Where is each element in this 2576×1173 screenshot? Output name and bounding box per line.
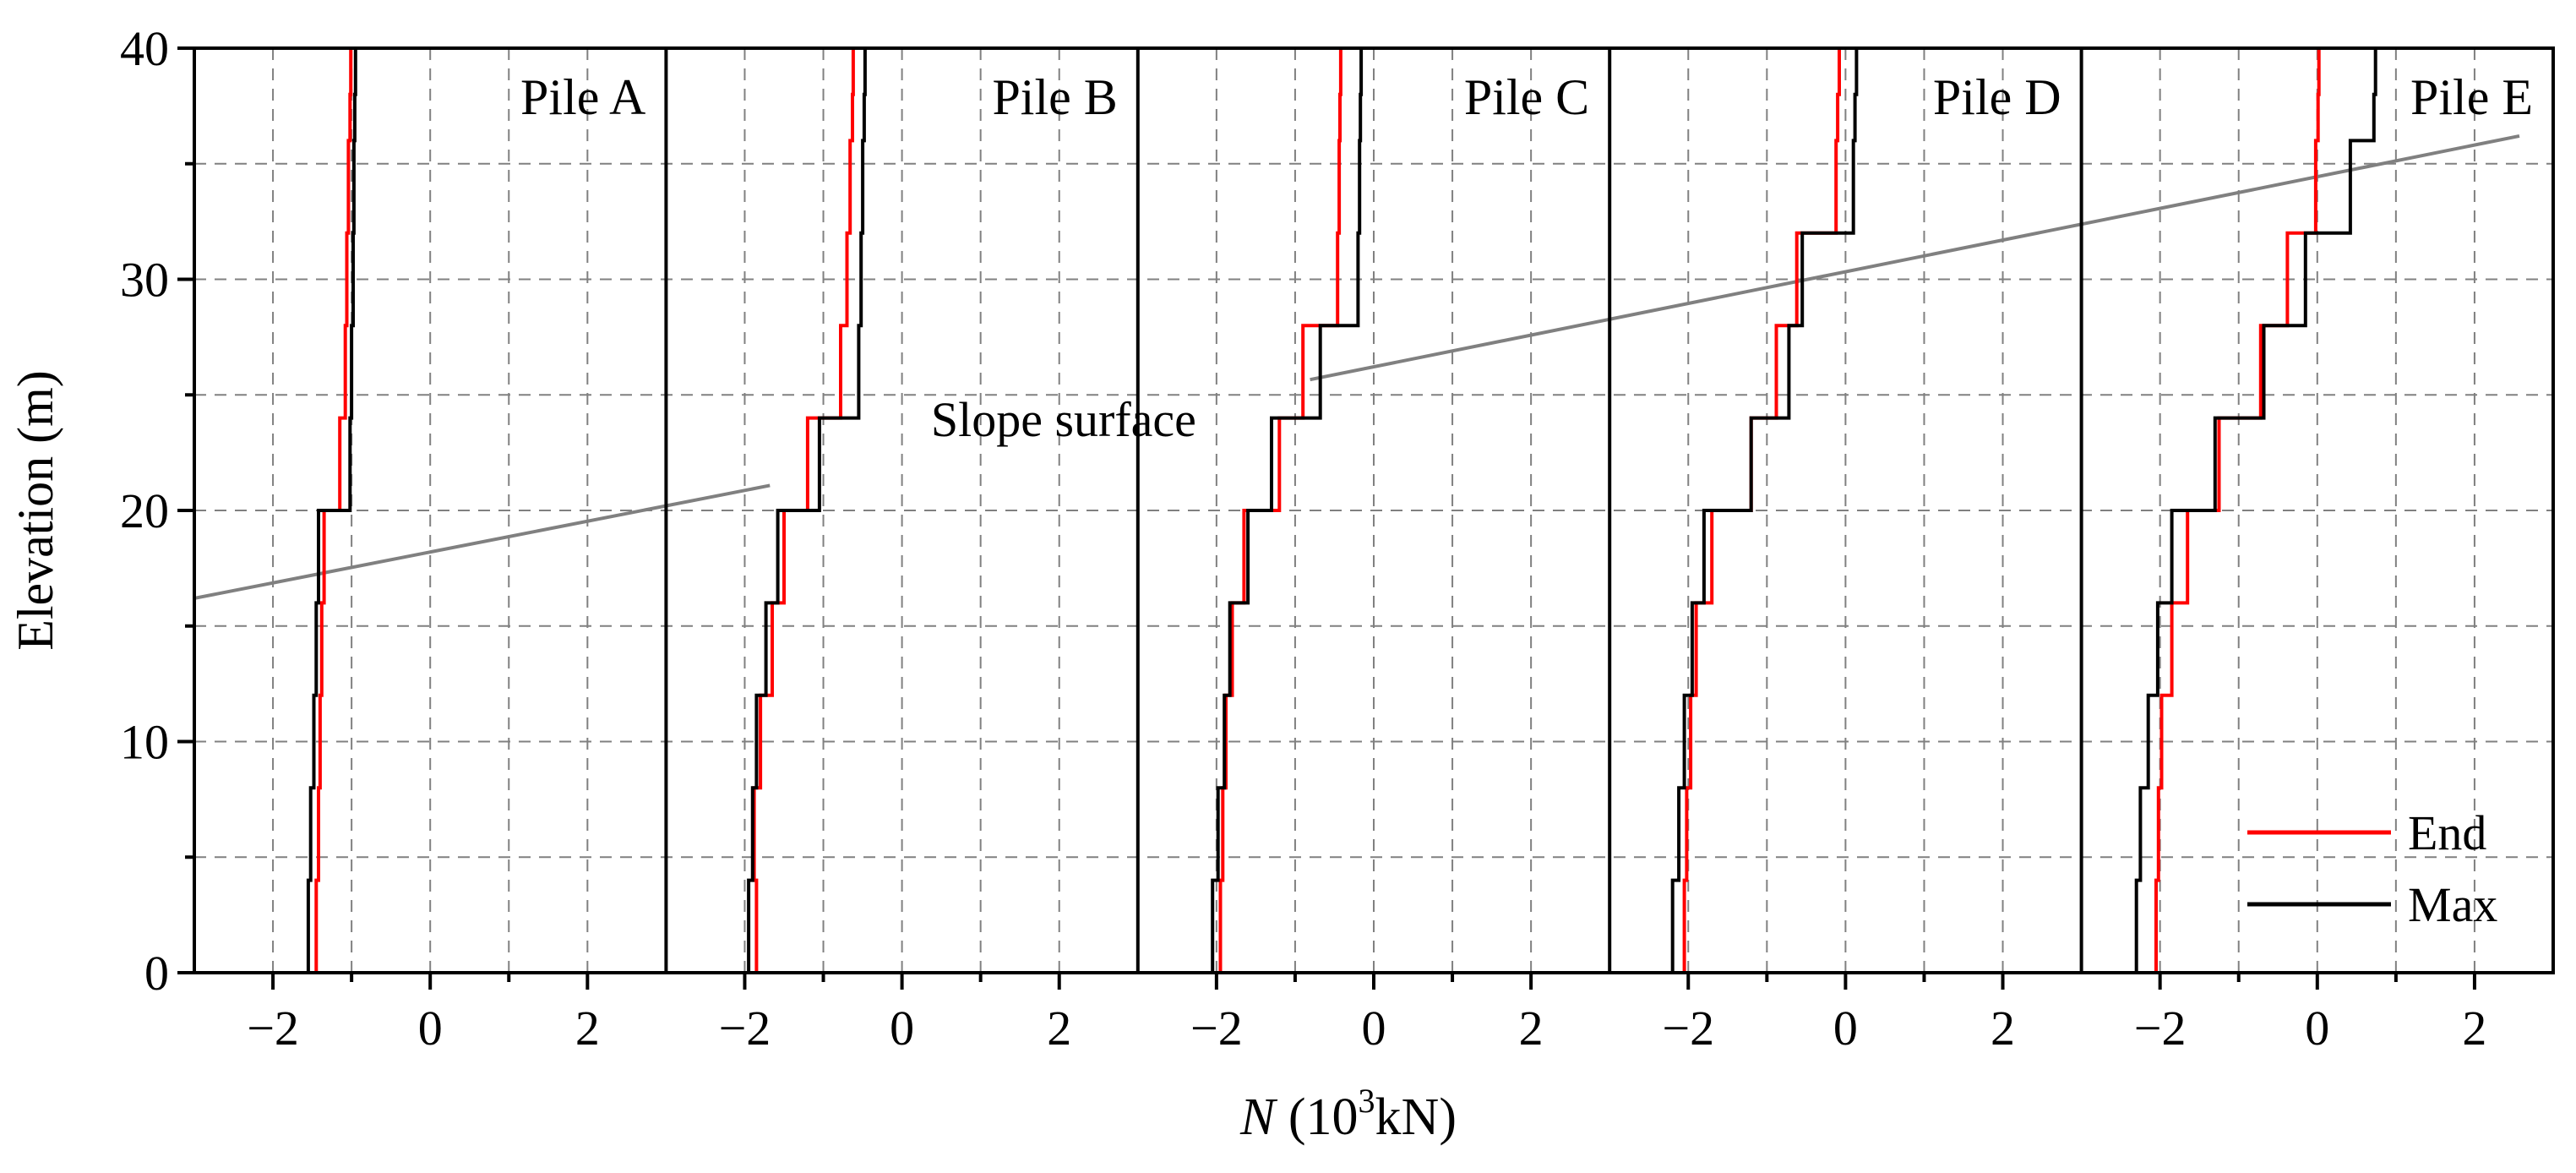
x-tick-label: 2: [1047, 1001, 1071, 1056]
series-max-pile-d: [1670, 48, 1859, 973]
panel-title: Pile E: [2410, 69, 2533, 125]
text: Slope surface Pile A Pile B Pile C Pile D Pil…: [8, 21, 2533, 1146]
slope-surface: [193, 134, 2520, 600]
x-axis-unit-exponent: 3: [1359, 1082, 1375, 1120]
series-end-pile-e: [2154, 48, 2321, 973]
x-tick-label: 0: [2305, 1001, 2329, 1056]
x-axis-variable: N: [1239, 1088, 1278, 1146]
x-axis-label: N (103kN): [1239, 1082, 1457, 1146]
x-tick-label: −2: [1662, 1001, 1714, 1056]
series-end-pile-a: [314, 48, 353, 973]
x-tick-label: −2: [2134, 1001, 2187, 1056]
x-tick-label: 0: [1362, 1001, 1386, 1056]
x-tick-label: 0: [418, 1001, 443, 1056]
y-tick-label: 30: [120, 253, 169, 308]
x-tick-label: 2: [575, 1001, 600, 1056]
y-tick-label: 10: [120, 715, 169, 770]
x-tick-label: −2: [1190, 1001, 1243, 1056]
x-axis-unit-suffix: kN): [1375, 1088, 1457, 1146]
x-tick-label: 2: [1519, 1001, 1544, 1056]
series-max-pile-c: [1211, 48, 1364, 973]
series: [306, 48, 2377, 973]
x-tick-label: 0: [890, 1001, 914, 1056]
x-tick-label: 0: [1833, 1001, 1858, 1056]
x-axis-unit-prefix: (10: [1275, 1088, 1358, 1146]
panel-title: Pile C: [1464, 69, 1589, 125]
grid: [194, 48, 2553, 973]
y-tick-label: 20: [120, 483, 169, 538]
slope-surface-line: [1310, 134, 2520, 382]
panel-title: Pile A: [520, 69, 645, 125]
frame: [177, 46, 2555, 990]
slope-surface-line: [193, 483, 771, 600]
panel-title: Pile D: [1933, 69, 2061, 125]
x-tick-label: 2: [2462, 1001, 2486, 1056]
y-axis-label: Elevation (m): [8, 370, 63, 651]
series-max-pile-b: [747, 48, 867, 973]
y-tick-label: 0: [144, 946, 169, 1001]
x-tick-label: −2: [719, 1001, 771, 1056]
legend-label-max: Max: [2408, 877, 2497, 932]
y-tick-label: 40: [120, 21, 169, 76]
slope-surface-label: Slope surface: [931, 392, 1196, 447]
x-tick-label: 2: [1991, 1001, 2015, 1056]
series-max-pile-a: [306, 48, 357, 973]
x-tick-label: −2: [247, 1001, 299, 1056]
series-max-pile-e: [2134, 48, 2377, 973]
legend-label-end: End: [2408, 805, 2486, 860]
panel-title: Pile B: [992, 69, 1117, 125]
